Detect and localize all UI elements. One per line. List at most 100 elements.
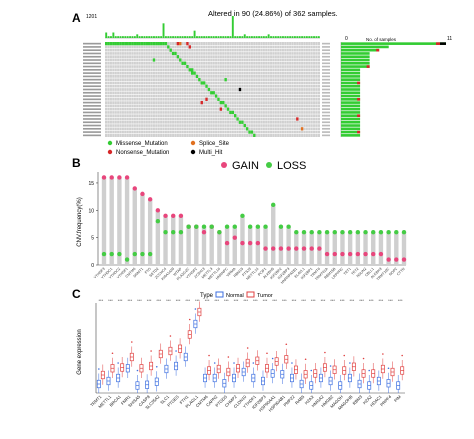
x-tick-label: RAB5 bbox=[294, 394, 306, 406]
top-bar bbox=[186, 36, 189, 38]
top-bar bbox=[219, 36, 222, 38]
mutation-cell bbox=[238, 87, 242, 92]
loss-point bbox=[194, 224, 199, 229]
gene-name-mark bbox=[83, 69, 101, 71]
loss-point bbox=[363, 229, 368, 235]
top-bar bbox=[274, 36, 277, 38]
top-bar bbox=[145, 36, 148, 38]
gain-point bbox=[286, 246, 291, 251]
mutation-cell bbox=[224, 104, 227, 108]
significance-label: *** bbox=[176, 298, 181, 303]
loss-point bbox=[286, 224, 291, 229]
loss-point bbox=[378, 229, 384, 235]
right-bar bbox=[341, 130, 361, 134]
mutation-cell bbox=[171, 51, 175, 56]
top-bar bbox=[243, 34, 246, 38]
lollipop-bar bbox=[232, 226, 237, 265]
mutation-cell bbox=[159, 42, 163, 46]
significance-label: *** bbox=[292, 298, 297, 303]
top-bar bbox=[105, 32, 108, 38]
top-bar bbox=[143, 36, 146, 38]
loss-point bbox=[140, 251, 145, 257]
lollipop-bar bbox=[132, 188, 137, 265]
right-axis-tick-0: 0 bbox=[345, 36, 348, 42]
lollipop-bar bbox=[247, 226, 253, 265]
panel-b-label: B bbox=[72, 156, 81, 170]
legend-nonsense-dot bbox=[107, 149, 113, 155]
right-bar bbox=[341, 91, 361, 95]
right-bar bbox=[341, 111, 361, 114]
right-bar-plot bbox=[340, 42, 446, 137]
gene-name-mark bbox=[83, 131, 101, 133]
right-bar bbox=[341, 114, 361, 118]
lollipop-bar bbox=[394, 232, 399, 265]
top-bar bbox=[246, 36, 249, 38]
percent-mark bbox=[322, 101, 330, 104]
top-bar bbox=[129, 36, 132, 38]
right-bar bbox=[341, 124, 361, 127]
mutation-cell bbox=[202, 81, 206, 85]
significance-label: *** bbox=[282, 298, 287, 303]
gene-name-mark bbox=[83, 49, 101, 52]
gain-point bbox=[355, 251, 361, 257]
top-bar bbox=[241, 36, 244, 38]
legend-tumor-label: Tumor bbox=[257, 293, 273, 299]
lollipop-bar bbox=[217, 232, 222, 265]
right-bar bbox=[341, 78, 361, 81]
mutation-cell bbox=[193, 71, 196, 75]
lollipop-bar bbox=[171, 215, 176, 265]
gain-point bbox=[147, 197, 153, 202]
mutation-cell bbox=[205, 97, 208, 101]
gain-point bbox=[232, 235, 237, 240]
outlier-point bbox=[136, 369, 139, 372]
mutation-cell bbox=[219, 100, 223, 105]
top-bar bbox=[289, 36, 292, 38]
mutation-cell bbox=[234, 114, 237, 118]
y-tick-label: 10 bbox=[88, 208, 94, 214]
top-bar bbox=[205, 36, 208, 38]
top-bar bbox=[284, 36, 287, 38]
right-bar bbox=[341, 58, 370, 62]
legend-multihit-dot bbox=[190, 149, 196, 155]
loss-point bbox=[155, 219, 161, 224]
top-bar bbox=[277, 36, 280, 38]
x-tick-label: PCIF1 bbox=[257, 267, 267, 277]
top-bar bbox=[200, 36, 203, 38]
outlier-point bbox=[175, 350, 177, 352]
x-tick-label: TET2 bbox=[351, 267, 360, 276]
gene-name-mark bbox=[83, 65, 101, 68]
gain-point bbox=[163, 213, 168, 218]
top-bar bbox=[305, 36, 308, 38]
top-bar bbox=[250, 36, 253, 38]
loss-point bbox=[163, 229, 168, 235]
mutation-cell bbox=[245, 127, 249, 131]
mutation-cell bbox=[116, 42, 120, 46]
outlier-point bbox=[349, 362, 351, 364]
top-axis-max: 1201 bbox=[86, 14, 97, 20]
legend-missense-dot bbox=[107, 140, 113, 146]
mutation-cell bbox=[224, 78, 227, 82]
right-bar bbox=[341, 68, 361, 72]
panel-a-legend: Missense_Mutation Splice_Site Nonsense_M… bbox=[107, 140, 230, 156]
top-bar bbox=[315, 36, 318, 38]
outlier-point bbox=[362, 357, 365, 360]
right-bar bbox=[341, 101, 361, 104]
top-bar bbox=[286, 36, 289, 38]
loss-point bbox=[294, 229, 299, 235]
significance-label: *** bbox=[330, 298, 335, 303]
top-bar bbox=[150, 36, 153, 38]
right-bar-segment bbox=[357, 81, 361, 85]
lollipop-bar bbox=[124, 177, 130, 265]
right-bar bbox=[341, 48, 380, 52]
gene-name-mark bbox=[83, 85, 101, 88]
gain-point bbox=[309, 246, 314, 251]
mutation-cell bbox=[226, 107, 230, 111]
outlier-point bbox=[387, 367, 390, 370]
loss-point bbox=[171, 229, 176, 235]
lollipop-bar bbox=[278, 226, 284, 265]
legend-gain-dot bbox=[221, 162, 227, 168]
top-bar bbox=[231, 16, 234, 38]
loss-point bbox=[301, 229, 307, 235]
percent-mark bbox=[322, 75, 330, 78]
gain-point bbox=[340, 251, 345, 257]
